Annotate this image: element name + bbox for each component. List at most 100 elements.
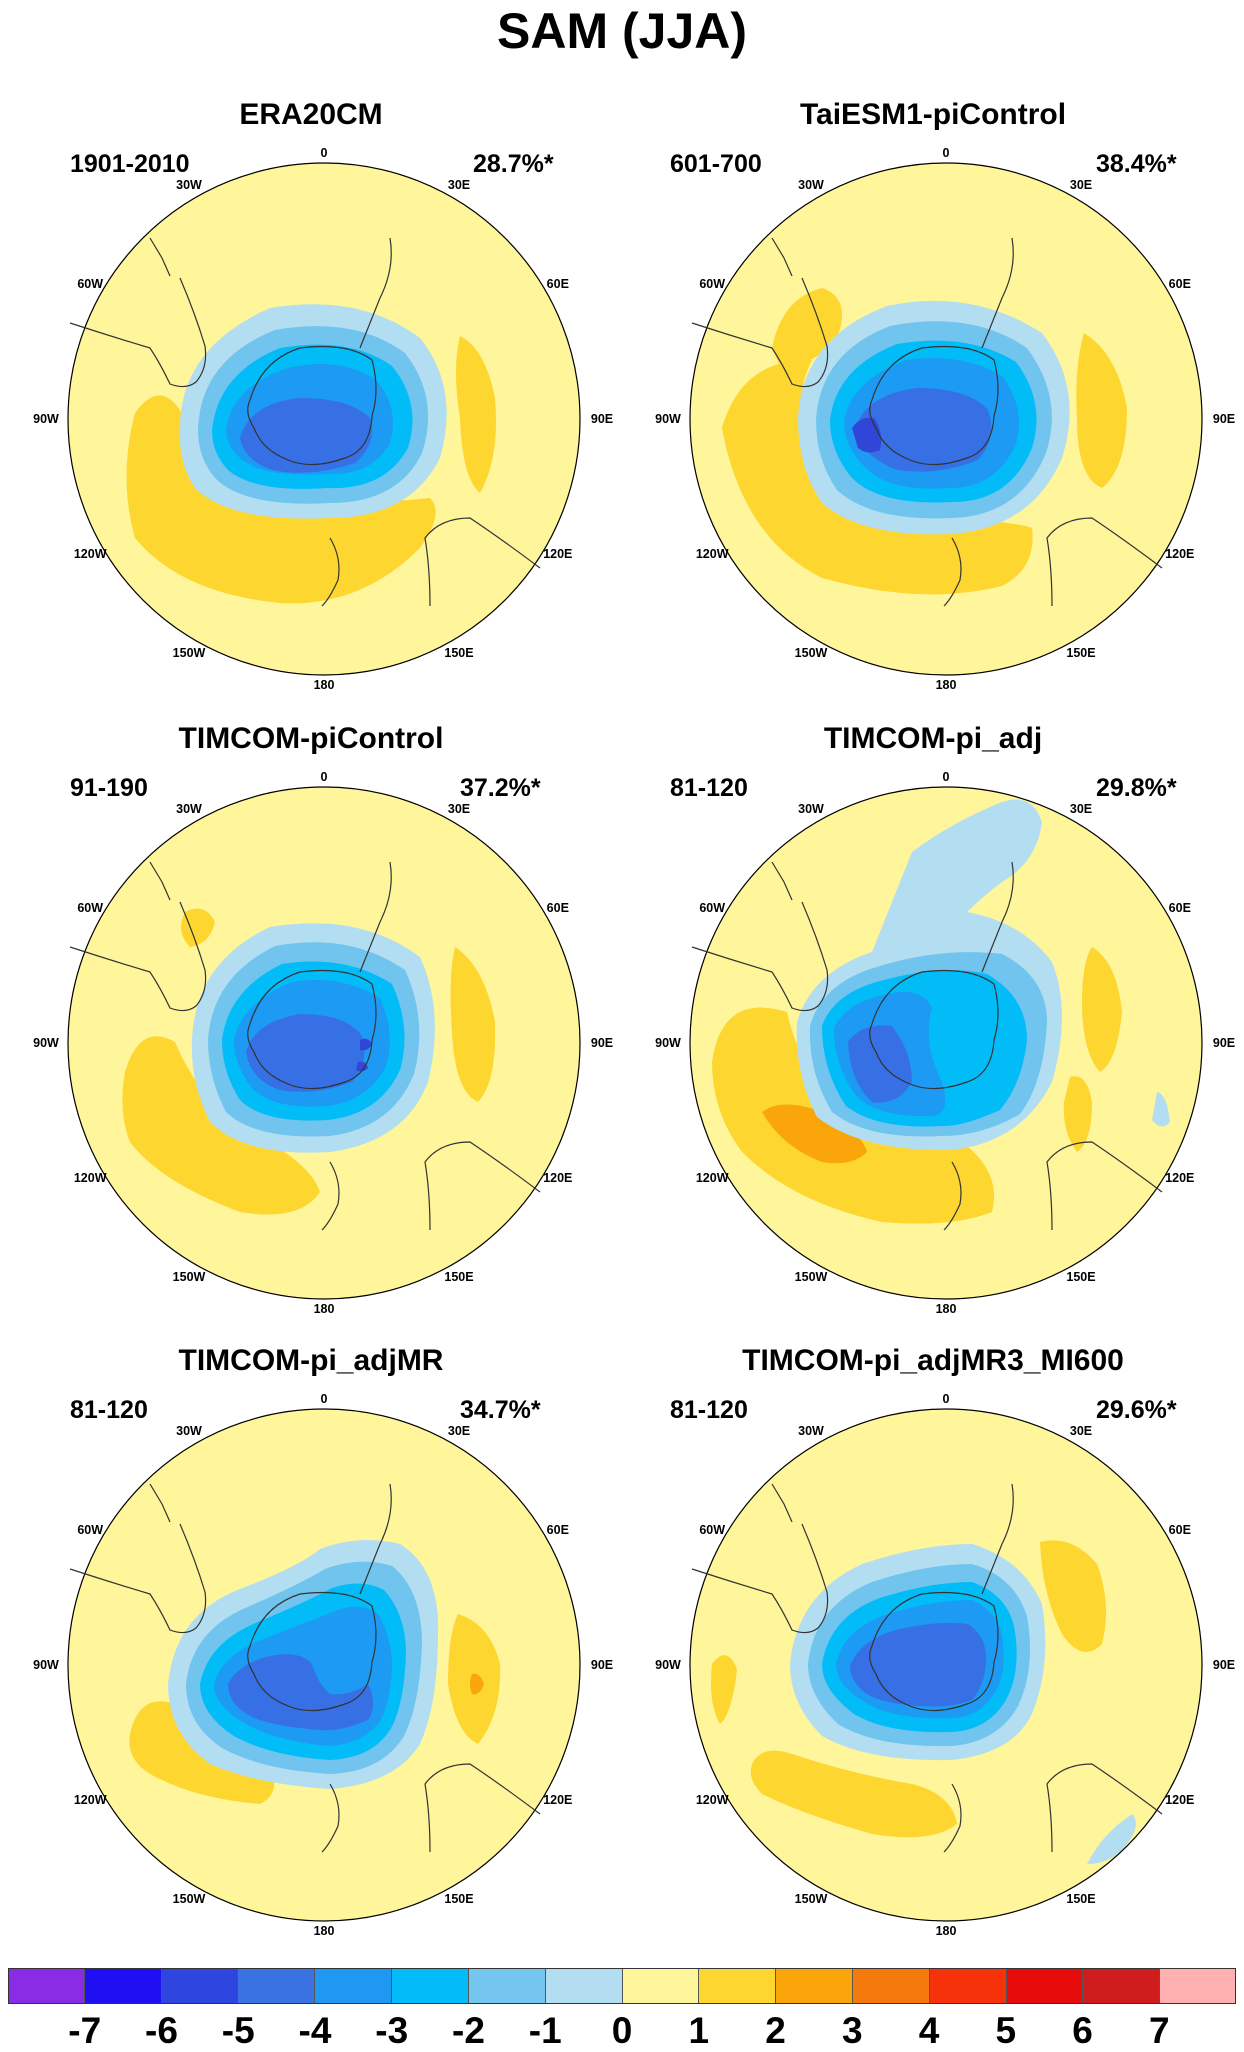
- lon-label-150e: 150E: [1066, 1892, 1095, 1906]
- graticule-labels: 0 30E 60E 90E 120E 150E 180 150W 120W 90W 60W 30W: [33, 1392, 613, 1938]
- lon-label-90e: 90E: [1213, 1036, 1235, 1050]
- lon-label-30e: 30E: [448, 178, 470, 192]
- panel-title: TIMCOM-pi_adjMR3_MI600: [742, 1344, 1124, 1377]
- lon-label-90w: 90W: [33, 1658, 59, 1672]
- lon-label-60e: 60E: [547, 1523, 569, 1537]
- colorbar-tick-label: -2: [452, 2010, 485, 2051]
- lon-label-30w: 30W: [798, 1424, 824, 1438]
- lon-label-120w: 120W: [74, 547, 107, 561]
- anomaly-contours: [122, 908, 496, 1215]
- colorbar-swatch: [852, 1968, 930, 2004]
- lon-label-30e: 30E: [1070, 1424, 1092, 1438]
- coastlines: [69, 1483, 541, 1853]
- lon-label-60w: 60W: [77, 901, 103, 915]
- polar-map: 0 30E 60E 90E 120E 150E 180 150W 120W 90W 60W 30W: [33, 1392, 613, 1938]
- lon-label-150w: 150W: [795, 1892, 828, 1906]
- panel-taiesm1-picontrol: TaiESM1-piControl 601-700 38.4%* 0 30E 60E…: [622, 98, 1244, 718]
- lon-label-60e: 60E: [1169, 901, 1191, 915]
- colorbar-tick-label: 7: [1148, 2010, 1170, 2051]
- anomaly-contours: [129, 1540, 501, 1804]
- lon-label-150e: 150E: [1066, 646, 1095, 660]
- colorbar-tick-label: 5: [995, 2010, 1017, 2051]
- colorbar-tick-label: -5: [221, 2010, 255, 2051]
- polar-map: 0 30E 60E 90E 120E 150E 180 150W 120W 90W 60W 30W: [33, 770, 613, 1316]
- lon-label-0: 0: [943, 146, 950, 160]
- graticule-labels: 0 30E 60E 90E 120E 150E 180 150W 120W 90W 60W 30W: [655, 146, 1235, 692]
- lon-label-90e: 90E: [1213, 412, 1235, 426]
- lon-label-30e: 30E: [448, 1424, 470, 1438]
- polar-map: 0 30E 60E 90E 120E 150E 180 150W 120W 90W 60W 30W: [655, 770, 1235, 1316]
- colorbar-tick-label: -4: [298, 2010, 332, 2051]
- colorbar-swatch: [84, 1968, 162, 2004]
- colorbar-tick-label: -3: [375, 2010, 409, 2051]
- lon-label-180: 180: [314, 1302, 335, 1316]
- lon-label-90e: 90E: [591, 1036, 613, 1050]
- lon-label-90e: 90E: [1213, 1658, 1235, 1672]
- lon-label-120e: 120E: [1165, 1171, 1194, 1185]
- lon-label-60w: 60W: [77, 1523, 103, 1537]
- lon-label-90w: 90W: [33, 1036, 59, 1050]
- panel-timcom-pi-adj: TIMCOM-pi_adj 81-120 29.8%* 0 30E 60E 90E 12…: [622, 722, 1244, 1342]
- lon-label-120e: 120E: [543, 1171, 572, 1185]
- anomaly-contours: [712, 799, 1170, 1224]
- lon-label-0: 0: [943, 1392, 950, 1406]
- anomaly-contours: [722, 288, 1127, 595]
- lon-label-90w: 90W: [655, 412, 681, 426]
- lon-label-90w: 90W: [33, 412, 59, 426]
- lon-label-180: 180: [936, 1302, 957, 1316]
- variance-label: 38.4%*: [1096, 150, 1177, 178]
- lon-label-30e: 30E: [1070, 178, 1092, 192]
- panel-title: TaiESM1-piControl: [799, 98, 1067, 131]
- lon-label-150e: 150E: [444, 1270, 473, 1284]
- polar-map: 0 30E 60E 90E 120E 150E 180 150W 120W 90W 60W 30W: [655, 1392, 1235, 1938]
- lon-label-120e: 120E: [543, 1793, 572, 1807]
- colorbar-tick-label: 1: [688, 2010, 710, 2051]
- colorbar-swatch: [1006, 1968, 1084, 2004]
- colorbar: [8, 1968, 1236, 2004]
- lon-label-0: 0: [321, 146, 328, 160]
- lon-label-150w: 150W: [173, 646, 206, 660]
- graticule-labels: 0 30E 60E 90E 120E 150E 180 150W 120W 90W 60W 30W: [33, 146, 613, 692]
- lon-label-180: 180: [936, 1924, 957, 1938]
- graticule-labels: 0 30E 60E 90E 120E 150E 180 150W 120W 90W 60W 30W: [655, 1392, 1235, 1938]
- lon-label-180: 180: [314, 1924, 335, 1938]
- graticule-labels: 0 30E 60E 90E 120E 150E 180 150W 120W 90W 60W 30W: [655, 770, 1235, 1316]
- lon-label-60e: 60E: [547, 901, 569, 915]
- lon-label-60w: 60W: [699, 1523, 725, 1537]
- lon-label-180: 180: [936, 678, 957, 692]
- lon-label-30w: 30W: [176, 1424, 202, 1438]
- colorbar-tick-label: 6: [1072, 2010, 1093, 2051]
- colorbar-tick-label: -1: [528, 2010, 562, 2051]
- period-label: 601-700: [670, 150, 762, 178]
- colorbar-swatch: [315, 1968, 393, 2004]
- colorbar-swatch: [545, 1968, 623, 2004]
- lon-label-60w: 60W: [699, 277, 725, 291]
- figure-title: SAM (JJA): [496, 3, 748, 59]
- lon-label-60e: 60E: [1169, 1523, 1191, 1537]
- lon-label-60w: 60W: [77, 277, 103, 291]
- lon-label-30e: 30E: [1070, 802, 1092, 816]
- lon-label-30w: 30W: [798, 178, 824, 192]
- lon-label-60e: 60E: [1169, 277, 1191, 291]
- period-label: 81-120: [670, 774, 748, 802]
- lon-label-150w: 150W: [795, 1270, 828, 1284]
- anomaly-contours: [126, 304, 496, 604]
- lon-label-120e: 120E: [1165, 1793, 1194, 1807]
- lon-label-120w: 120W: [696, 1171, 729, 1185]
- colorbar-tick-label: 4: [918, 2010, 940, 2051]
- lon-label-0: 0: [943, 770, 950, 784]
- lon-label-120w: 120W: [696, 547, 729, 561]
- period-label: 91-190: [70, 774, 148, 802]
- lon-label-150e: 150E: [1066, 1270, 1095, 1284]
- lon-label-90w: 90W: [655, 1036, 681, 1050]
- colorbar-swatch: [392, 1968, 469, 2004]
- polar-map: 0 30E 60E 90E 120E 150E 180 150W 120W 90W 60W 30W: [655, 146, 1235, 692]
- lon-label-30w: 30W: [176, 802, 202, 816]
- colorbar-tick-label: 0: [611, 2010, 633, 2051]
- colorbar-tick-label: 2: [765, 2010, 786, 2051]
- colorbar-swatch: [699, 1968, 777, 2004]
- lon-label-0: 0: [321, 1392, 328, 1406]
- colorbar-swatch: [1160, 1968, 1236, 2004]
- panel-title: TIMCOM-piControl: [178, 722, 444, 755]
- period-label: 81-120: [70, 1396, 148, 1424]
